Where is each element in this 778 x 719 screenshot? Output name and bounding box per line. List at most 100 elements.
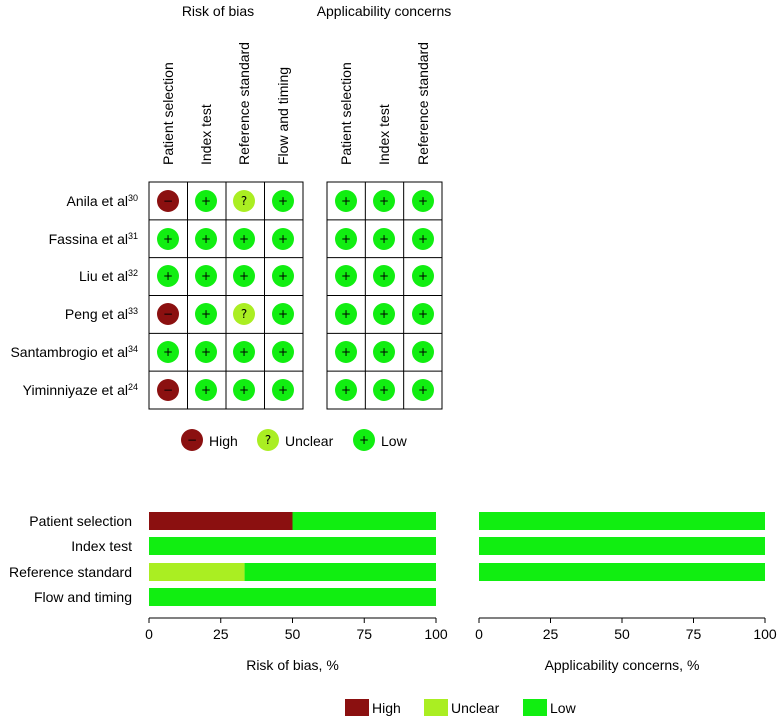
legend-unclear-label: Unclear — [285, 433, 334, 449]
rating-low-symbol: + — [201, 232, 211, 246]
rating-low-dot — [373, 379, 395, 401]
rating-low-symbol: + — [341, 194, 351, 208]
rating-low-symbol: + — [278, 383, 288, 397]
study-name: Yiminniyaze et al — [23, 382, 128, 398]
study-label: Yiminniyaze et al24 — [23, 382, 138, 398]
rating-high-symbol: − — [163, 383, 173, 397]
rating-low-symbol: + — [201, 383, 211, 397]
bar-low — [292, 512, 436, 530]
rating-low-symbol: + — [418, 383, 428, 397]
x-axis-label: Applicability concerns, % — [545, 657, 700, 673]
category-label: Patient selection — [29, 513, 132, 529]
rating-low-dot — [373, 228, 395, 250]
study-reference: 33 — [128, 306, 138, 316]
rating-low-symbol: + — [239, 269, 249, 283]
rating-low-dot — [335, 190, 357, 212]
rating-low-symbol: + — [239, 383, 249, 397]
rating-low-dot — [412, 228, 434, 250]
study-name: Anila et al — [67, 193, 128, 209]
rating-low-dot — [157, 265, 179, 287]
rating-low-dot — [412, 265, 434, 287]
x-tick-label: 75 — [356, 626, 372, 642]
x-tick-label: 0 — [475, 626, 483, 642]
study-reference: 24 — [128, 382, 138, 392]
rating-low-symbol: + — [278, 345, 288, 359]
column-header-index-test: Index test — [198, 104, 214, 165]
study-name: Santambrogio et al — [10, 344, 128, 360]
rating-low-symbol: + — [418, 232, 428, 246]
rating-low-symbol: + — [341, 345, 351, 359]
bar-high — [149, 512, 293, 530]
rating-low-dot — [272, 228, 294, 250]
rating-low-symbol: + — [278, 307, 288, 321]
column-header-patient-selection: Patient selection — [338, 62, 354, 165]
study-label: Liu et al32 — [79, 268, 138, 284]
rating-low-dot — [272, 303, 294, 325]
legend-high-label: High — [209, 433, 238, 449]
x-tick-label: 25 — [543, 626, 559, 642]
x-tick-label: 50 — [285, 626, 301, 642]
study-reference: 30 — [128, 193, 138, 203]
rating-low-dot — [233, 341, 255, 363]
rating-low-dot — [335, 341, 357, 363]
rating-low-dot — [157, 228, 179, 250]
bar-low — [149, 537, 436, 555]
study-name: Liu et al — [79, 268, 128, 284]
rating-unclear-dot — [233, 190, 255, 212]
rating-low-symbol: + — [341, 269, 351, 283]
rating-low-dot — [195, 228, 217, 250]
study-label: Anila et al30 — [67, 193, 139, 209]
bar-low — [244, 563, 436, 581]
x-tick-label: 25 — [213, 626, 229, 642]
rating-low-dot — [272, 379, 294, 401]
rating-low-dot — [412, 303, 434, 325]
rating-high-symbol: − — [163, 194, 173, 208]
rating-low-dot — [272, 190, 294, 212]
x-tick-label: 0 — [145, 626, 153, 642]
rating-low-dot — [195, 341, 217, 363]
rating-low-dot — [373, 341, 395, 363]
rating-low-dot — [272, 265, 294, 287]
rating-low-dot — [195, 379, 217, 401]
bar-low — [479, 563, 765, 581]
rating-low-symbol: + — [201, 307, 211, 321]
rating-low-dot — [412, 379, 434, 401]
x-axis-label: Risk of bias, % — [246, 657, 339, 673]
column-header-reference-standard: Reference standard — [236, 42, 252, 165]
column-header-patient-selection: Patient selection — [160, 62, 176, 165]
legend-unclear-symbol: ? — [265, 433, 271, 447]
rating-low-symbol: + — [341, 232, 351, 246]
study-name: Fassina et al — [49, 231, 128, 247]
rating-low-symbol: + — [278, 269, 288, 283]
rating-high-dot — [157, 303, 179, 325]
rating-low-symbol: + — [341, 307, 351, 321]
rating-low-dot — [195, 265, 217, 287]
bar-legend-high-swatch — [345, 699, 369, 716]
legend-low-symbol: + — [359, 433, 369, 447]
legend-unclear-dot — [257, 429, 279, 451]
rating-high-symbol: − — [163, 307, 173, 321]
study-reference: 31 — [128, 231, 138, 241]
bar-legend-unclear-label: Unclear — [451, 700, 500, 716]
rating-low-dot — [233, 265, 255, 287]
bar-low — [149, 588, 436, 606]
legend-high-symbol: − — [187, 433, 197, 447]
rating-low-symbol: + — [379, 269, 389, 283]
bar-legend-high-label: High — [372, 700, 401, 716]
category-label: Reference standard — [9, 564, 132, 580]
category-label: Index test — [71, 538, 132, 554]
rating-low-dot — [233, 379, 255, 401]
rating-low-symbol: + — [418, 269, 428, 283]
rating-low-symbol: + — [418, 307, 428, 321]
bar-legend-low-swatch — [523, 699, 547, 716]
rating-unclear-symbol: ? — [241, 194, 247, 208]
rating-low-symbol: + — [379, 345, 389, 359]
summary-chart-0: Patient selection Index test Reference sta… — [9, 512, 448, 673]
rating-low-dot — [195, 190, 217, 212]
legend-low-label: Low — [381, 433, 408, 449]
bar-low — [479, 512, 765, 530]
rating-low-symbol: + — [239, 232, 249, 246]
legend-low-dot — [353, 429, 375, 451]
rating-low-dot — [335, 265, 357, 287]
